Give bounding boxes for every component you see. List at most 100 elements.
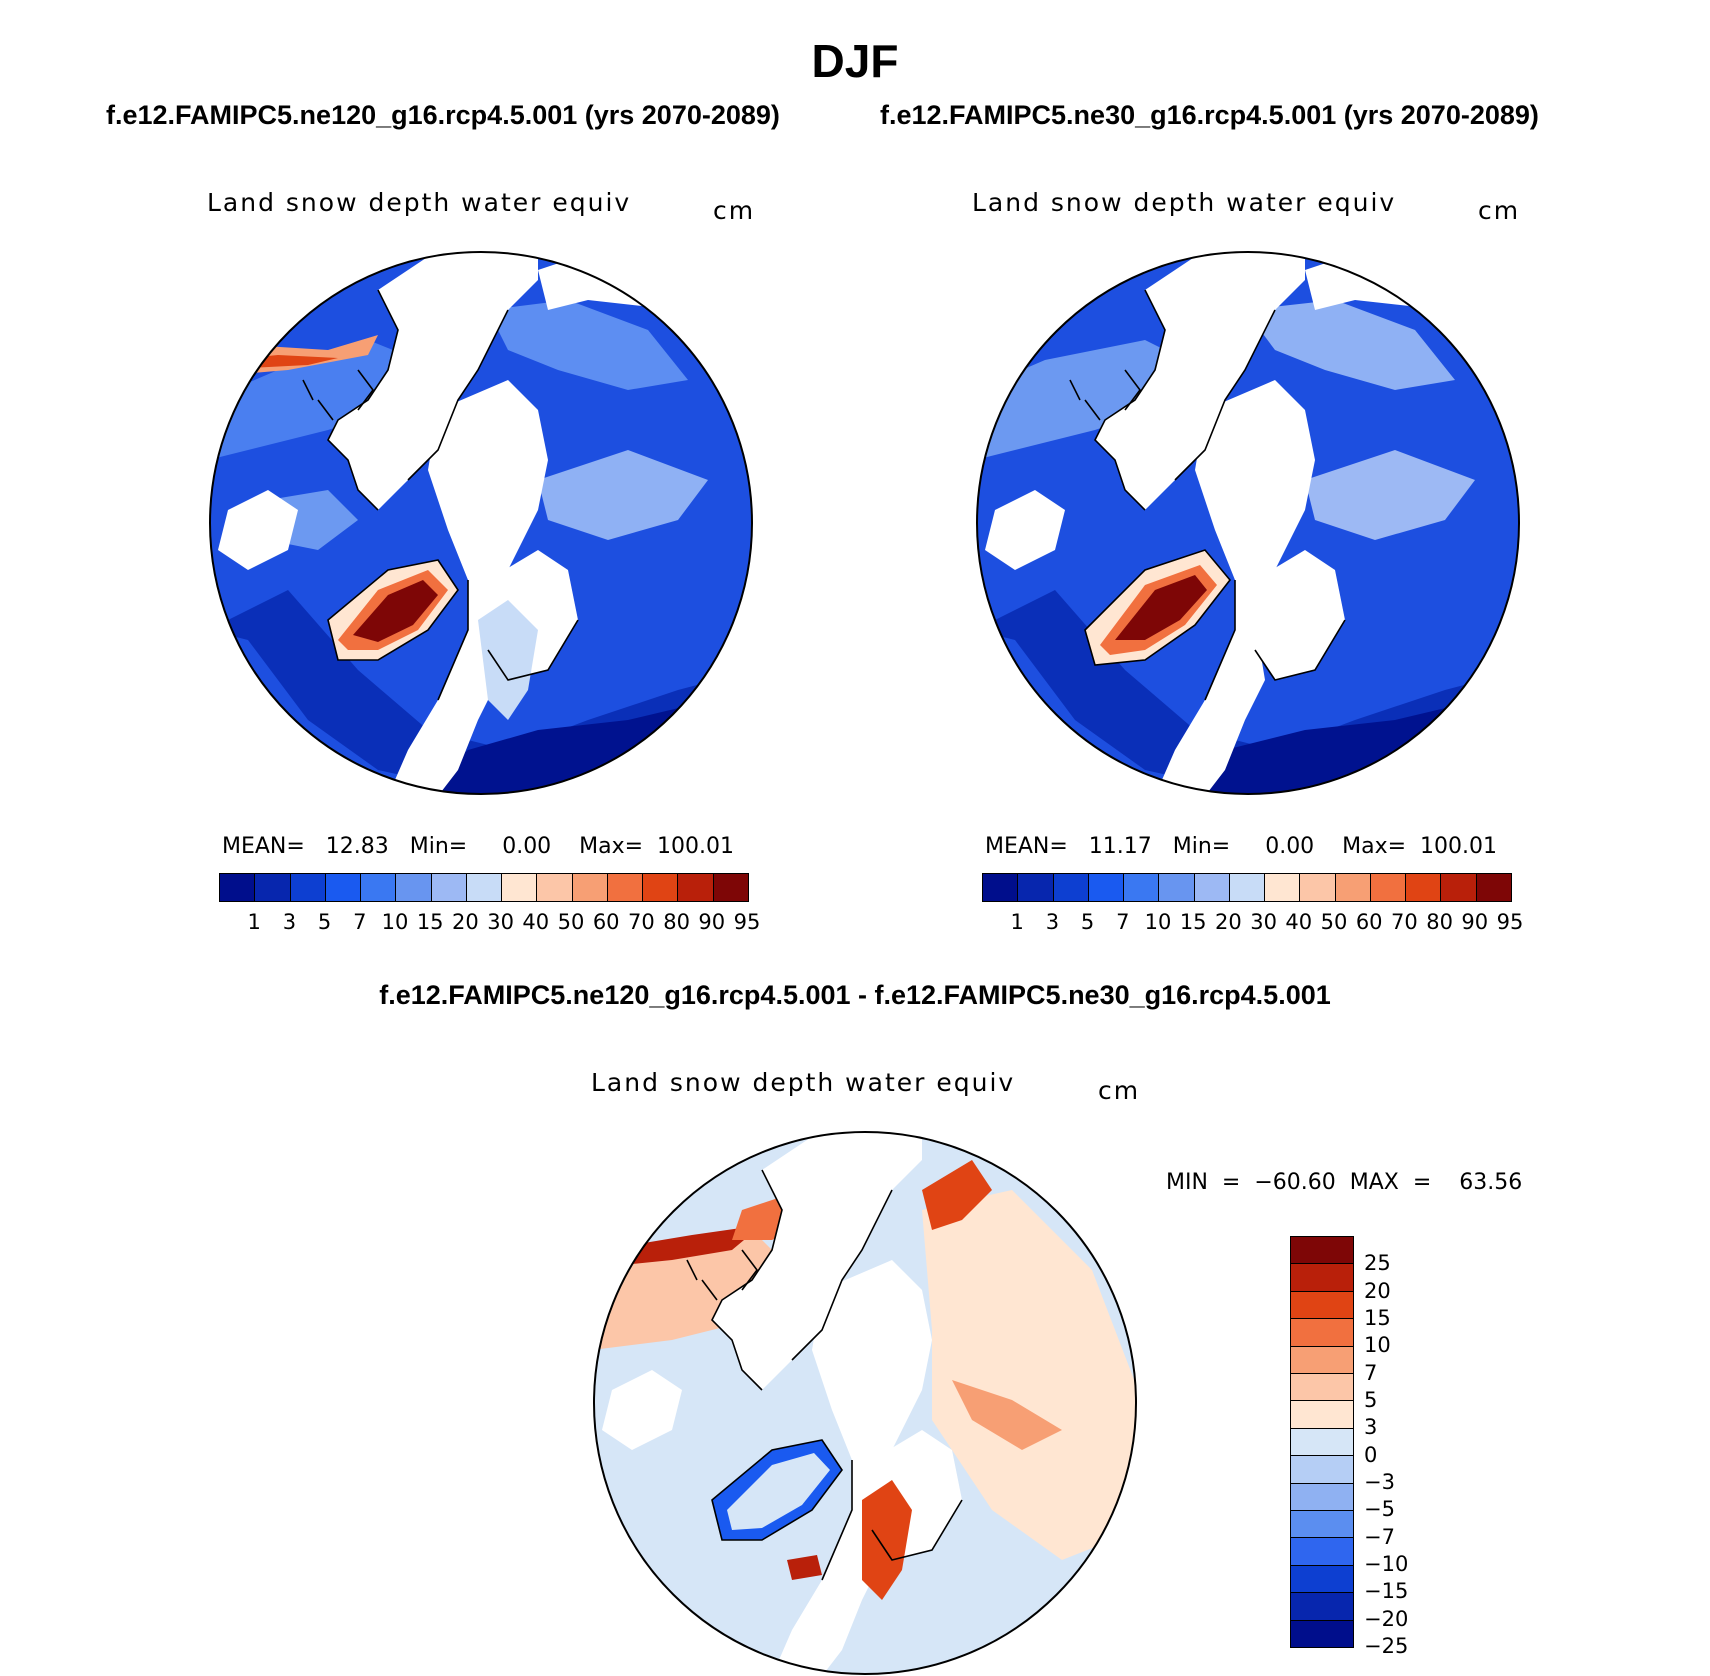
colorbar-tick-label: 7 [353,910,367,934]
colorbar-tick-label: −25 [1364,1634,1409,1658]
colorbar-swatch [1018,874,1054,901]
colorbar-swatch [290,874,326,901]
diff-colorbar-ticks: 25 20 15 10 7 5 3 0 −3 −5 −7 −10 −15 −20 −25 [1364,1236,1424,1658]
right-colorbar-ticks: 1 3 5 7 10 15 20 30 40 50 60 70 80 90 95 [982,910,1524,936]
colorbar-tick-label: 70 [628,910,655,934]
colorbar-tick-label: 60 [1355,910,1383,934]
colorbar-swatch [1291,1401,1353,1429]
colorbar-swatch [713,874,748,901]
colorbar-tick-label: 7 [1116,910,1130,934]
left-stats: MEAN= 12.83 Min= 0.00 Max= 100.01 [222,834,735,859]
diff-colorbar [1290,1236,1354,1648]
colorbar-swatch [220,874,256,901]
colorbar-tick-label: 5 [317,910,332,934]
left-variable-label: Land snow depth water equiv [207,188,632,217]
colorbar-tick-label: 90 [1461,910,1489,934]
colorbar-swatch [1335,874,1371,901]
right-stats: MEAN= 11.17 Min= 0.00 Max= 100.01 [985,834,1498,859]
left-unit-label: cm [713,196,756,225]
colorbar-tick-label: 95 [733,910,761,934]
colorbar-tick-label: 50 [1320,910,1348,934]
figure-title: DJF [811,35,899,87]
colorbar-swatch [1159,874,1195,901]
colorbar-tick-label: −15 [1364,1579,1409,1604]
colorbar-tick-label: 25 [1364,1251,1391,1276]
colorbar-swatch [572,874,608,901]
colorbar-swatch [325,874,362,901]
colorbar-tick-label: 5 [1364,1388,1378,1412]
colorbar-tick-label: 10 [1364,1333,1391,1358]
colorbar-swatch [1406,874,1442,901]
colorbar-swatch [1370,874,1407,901]
colorbar-tick-label: 60 [592,910,620,934]
colorbar-swatch [1291,1620,1353,1648]
colorbar-swatch [1194,874,1230,901]
diff-unit-label: cm [1098,1076,1141,1105]
colorbar-swatch [361,874,397,901]
colorbar-tick-label: 40 [522,910,550,934]
difference-polar-map [593,1131,1137,1675]
colorbar-swatch [678,874,714,901]
colorbar-tick-label: −20 [1364,1606,1409,1631]
colorbar-tick-label: 5 [1080,910,1095,934]
colorbar-swatch [1053,874,1089,901]
colorbar-tick-label: 80 [1426,910,1453,934]
right-variable-label: Land snow depth water equiv [972,188,1397,217]
colorbar-swatch [1291,1237,1353,1265]
colorbar-tick-label: 80 [663,910,690,934]
colorbar-tick-label: 3 [282,910,297,934]
right-unit-label: cm [1478,196,1521,225]
right-panel-subtitle: f.e12.FAMIPC5.ne30_g16.rcp4.5.001 (yrs 2… [880,100,1539,130]
colorbar-tick-label: 0 [1364,1442,1378,1467]
colorbar-tick-label: 40 [1285,910,1313,934]
left-panel-subtitle: f.e12.FAMIPC5.ne120_g16.rcp4.5.001 (yrs … [106,100,780,130]
colorbar-swatch [1291,1374,1353,1402]
left-colorbar [219,873,749,902]
colorbar-tick-label: 90 [698,910,726,934]
colorbar-swatch [431,874,467,901]
colorbar-tick-label: 30 [487,910,514,934]
colorbar-tick-label: 3 [1045,910,1060,934]
colorbar-swatch [255,874,291,901]
colorbar-swatch [1088,874,1125,901]
colorbar-tick-label: 95 [1496,910,1524,934]
colorbar-swatch [502,874,538,901]
right-polar-map [976,251,1520,795]
colorbar-swatch [1291,1456,1353,1484]
colorbar-swatch [1291,1538,1353,1566]
colorbar-swatch [983,874,1019,901]
colorbar-swatch [1291,1428,1353,1457]
colorbar-tick-label: 15 [1179,910,1207,934]
colorbar-tick-label: −10 [1364,1552,1409,1576]
colorbar-swatch [1291,1346,1353,1375]
colorbar-swatch [537,874,573,901]
right-colorbar [982,873,1512,902]
left-colorbar-ticks: 1 3 5 7 10 15 20 30 40 50 60 70 80 90 95 [219,910,761,936]
colorbar-tick-label: −3 [1364,1470,1395,1494]
difference-subtitle: f.e12.FAMIPC5.ne120_g16.rcp4.5.001 - f.e… [379,980,1331,1010]
colorbar-tick-label: 10 [381,910,409,934]
colorbar-swatch [1291,1291,1353,1320]
colorbar-swatch [1229,874,1266,901]
colorbar-swatch [1291,1593,1353,1621]
colorbar-swatch [466,874,503,901]
colorbar-swatch [1291,1565,1353,1594]
colorbar-swatch [607,874,644,901]
colorbar-swatch [1291,1483,1353,1512]
diff-stats: MIN = −60.60 MAX = 63.56 [1166,1170,1523,1195]
colorbar-tick-label: 7 [1364,1360,1378,1385]
colorbar-tick-label: 15 [1364,1306,1391,1330]
colorbar-tick-label: 15 [416,910,444,934]
colorbar-swatch [396,874,432,901]
colorbar-tick-label: 3 [1364,1415,1378,1440]
colorbar-swatch [1476,874,1511,901]
colorbar-tick-label: −5 [1364,1497,1395,1522]
colorbar-tick-label: 30 [1250,910,1277,934]
colorbar-swatch [1291,1264,1353,1292]
colorbar-tick-label: 20 [452,910,479,934]
colorbar-swatch [1300,874,1336,901]
colorbar-swatch [643,874,679,901]
colorbar-swatch [1291,1319,1353,1347]
colorbar-swatch [1291,1511,1353,1539]
colorbar-tick-label: −7 [1364,1524,1395,1549]
